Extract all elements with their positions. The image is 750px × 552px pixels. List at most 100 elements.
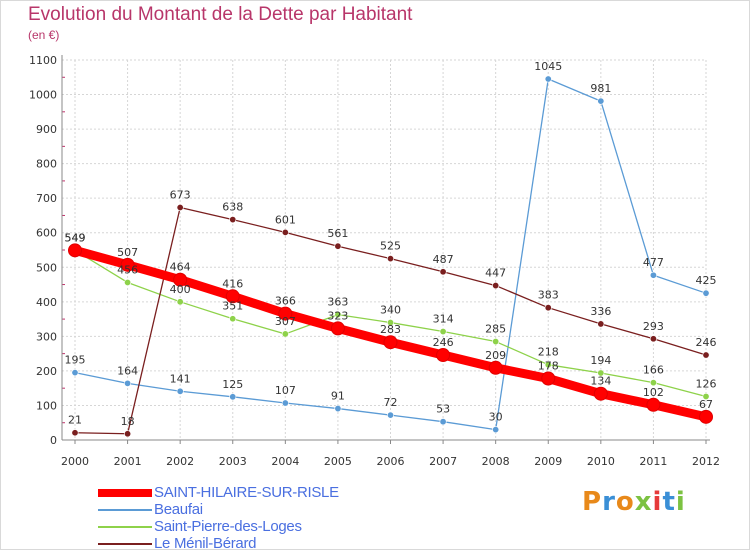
data-label: 141 [170,372,191,385]
x-tick-label: 2009 [534,455,562,468]
data-point [386,255,394,263]
data-point [71,369,79,377]
data-point [176,387,184,395]
y-tick-label: 200 [36,365,57,378]
data-label: 307 [275,315,296,328]
data-point [492,338,500,346]
data-label: 194 [590,354,611,367]
data-point [593,386,608,401]
x-tick-label: 2002 [166,455,194,468]
data-label: 456 [117,263,138,276]
y-tick-label: 100 [36,399,57,412]
data-point [439,418,447,426]
data-point [492,282,500,290]
data-label: 673 [170,189,191,202]
data-point [544,75,552,83]
data-label: 166 [643,364,664,377]
data-label: 981 [590,82,611,95]
data-point [281,228,289,236]
data-point [597,97,605,105]
legend-label: SAINT-HILAIRE-SUR-RISLE [154,484,339,501]
x-tick-label: 2010 [587,455,615,468]
data-point [176,298,184,306]
data-point [702,392,710,400]
data-point [699,409,713,424]
y-tick-label: 300 [36,330,57,343]
data-label: 638 [222,201,243,214]
data-point [597,369,605,377]
data-label: 400 [170,283,191,296]
y-tick-label: 1100 [29,54,57,67]
data-point [334,242,342,250]
data-label: 549 [65,231,86,244]
data-label: 561 [327,227,348,240]
chart-title: Evolution du Montant de la Dette par Hab… [28,4,413,25]
data-label: 549 [65,231,86,244]
legend-swatch [98,526,152,528]
logo-letter: x [634,487,653,517]
data-point [436,348,451,363]
data-point [439,268,447,276]
x-tick-label: 2008 [482,455,510,468]
x-tick-label: 2011 [639,455,667,468]
data-label: 363 [327,296,348,309]
data-point [68,243,82,258]
data-label: 125 [222,378,243,391]
chart-subtitle: (en €) [28,28,60,42]
data-point [176,204,184,212]
data-label: 293 [643,320,664,333]
data-point [173,272,188,287]
data-label: 285 [485,323,506,336]
data-point [649,379,657,387]
data-point [544,304,552,312]
proxiti-logo: Proxiti [582,487,686,517]
data-point [225,289,240,304]
data-label: 102 [643,386,664,399]
data-point [229,216,237,224]
legend-label: Beaufai [154,501,203,518]
data-label: 351 [222,300,243,313]
data-label: 1045 [534,60,562,73]
data-label: 323 [327,309,348,322]
data-label: 416 [222,277,243,290]
axes: 0 100 200 300 400 500 600 700 800 900 1000 1100 2000… [29,54,720,468]
logo-letter: o [615,487,635,517]
data-point [124,278,132,286]
data-label: 507 [117,246,138,259]
data-label: 336 [590,305,611,318]
data-label: 21 [68,414,82,427]
data-label: 601 [275,213,296,226]
grid-lines [62,59,707,441]
data-label: 91 [331,390,345,403]
data-point [124,430,132,438]
y-tick-label: 800 [36,158,57,171]
data-point [386,319,394,327]
data-label: 487 [433,253,454,266]
data-point [488,360,503,375]
data-label: 72 [384,396,398,409]
x-tick-label: 2007 [429,455,457,468]
data-point [646,397,661,412]
data-label: 30 [489,411,503,424]
legend-swatch [98,509,152,511]
y-tick-label: 600 [36,227,57,240]
data-label: 283 [380,323,401,336]
data-label: 314 [433,313,454,326]
x-tick-label: 2005 [324,455,352,468]
data-label: 126 [696,377,717,390]
logo-letter: t [662,487,676,517]
y-tick-label: 0 [50,434,57,447]
data-point [439,328,447,336]
data-point [386,411,394,419]
data-label: 53 [436,403,450,416]
data-point [229,315,237,323]
legend-label: Le Ménil-Bérard [154,535,257,552]
data-point [492,426,500,434]
legend-swatch [98,489,152,497]
data-point [649,335,657,343]
y-tick-label: 1000 [29,89,57,102]
x-tick-label: 2004 [271,455,299,468]
logo-letter: i [652,487,663,517]
